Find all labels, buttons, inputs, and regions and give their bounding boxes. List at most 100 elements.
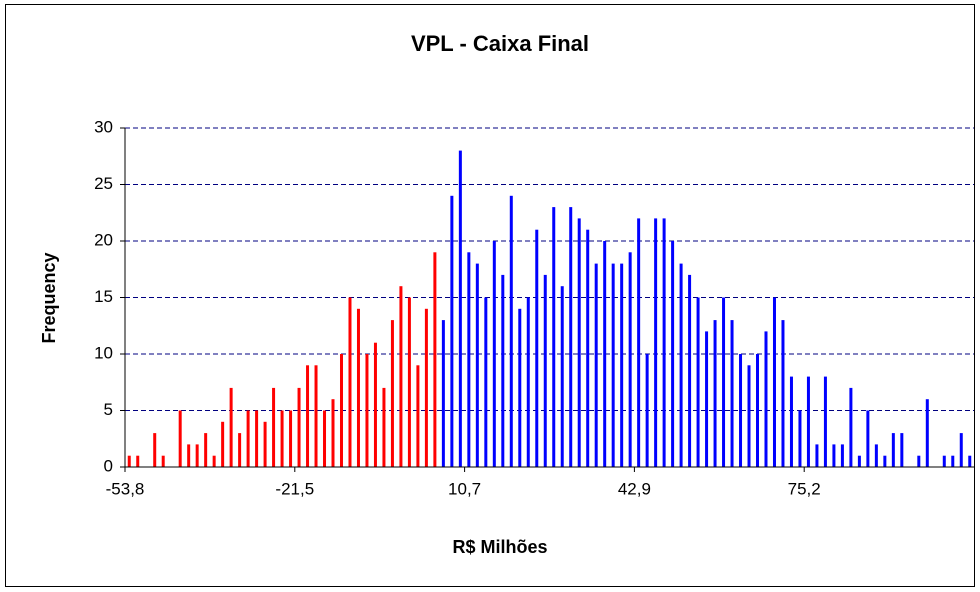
bar <box>662 218 666 467</box>
bar <box>594 263 598 467</box>
bar <box>373 342 377 467</box>
x-tick-label: 42,9 <box>618 479 651 498</box>
bar <box>212 455 216 467</box>
bar <box>968 455 972 467</box>
bar <box>925 399 929 467</box>
y-tick-label: 10 <box>94 343 113 362</box>
bar <box>204 433 208 467</box>
bar <box>764 331 768 467</box>
bar <box>356 308 360 467</box>
bar <box>475 263 479 467</box>
bar <box>416 365 420 467</box>
bar <box>306 365 310 467</box>
bar <box>654 218 658 467</box>
x-tick-label: -21,5 <box>275 479 314 498</box>
bar <box>450 195 454 468</box>
x-tick-label: -53,8 <box>106 479 145 498</box>
bar <box>798 410 802 467</box>
y-tick-label: 30 <box>94 117 113 136</box>
bar <box>195 444 199 467</box>
bar <box>747 365 751 467</box>
y-tick-label: 25 <box>94 174 113 193</box>
bar <box>382 387 386 467</box>
bar <box>611 263 615 467</box>
bar <box>407 297 411 467</box>
bar <box>535 229 539 467</box>
x-tick-label: 75,2 <box>788 479 821 498</box>
bar <box>849 387 853 467</box>
bar <box>238 433 242 467</box>
bar <box>713 320 717 467</box>
bar <box>399 286 403 467</box>
bar <box>255 410 259 467</box>
bar <box>348 297 352 467</box>
bar <box>492 241 496 467</box>
bar <box>424 308 428 467</box>
bar <box>823 376 827 467</box>
bar <box>620 263 624 467</box>
bar <box>433 252 437 467</box>
bar <box>739 354 743 467</box>
bar <box>331 399 335 467</box>
bar <box>951 455 955 467</box>
bar <box>458 150 462 467</box>
bar <box>832 444 836 467</box>
bar <box>671 241 675 467</box>
bar <box>323 410 327 467</box>
bar <box>891 433 895 467</box>
bar <box>339 354 343 467</box>
bar <box>263 421 267 467</box>
bar <box>866 410 870 467</box>
bar <box>314 365 318 467</box>
bar <box>679 263 683 467</box>
bar <box>645 354 649 467</box>
bar <box>840 444 844 467</box>
bar <box>467 252 471 467</box>
x-axis-label: R$ Milhões <box>452 537 547 557</box>
chart-border <box>5 4 975 587</box>
bar <box>696 297 700 467</box>
y-axis-label: Frequency <box>39 252 59 343</box>
bar <box>153 433 157 467</box>
bar <box>637 218 641 467</box>
bar <box>730 320 734 467</box>
bar <box>178 410 182 467</box>
bar <box>603 241 607 467</box>
bar <box>569 207 573 467</box>
bar <box>161 455 165 467</box>
bar <box>560 286 564 467</box>
bar <box>390 320 394 467</box>
bar <box>586 229 590 467</box>
bar <box>857 455 861 467</box>
bar <box>772 297 776 467</box>
x-tick-label: 10,7 <box>448 479 481 498</box>
bar <box>127 455 131 467</box>
bar <box>136 455 140 467</box>
bar <box>365 354 369 467</box>
bar <box>272 387 276 467</box>
bar <box>883 455 887 467</box>
bar <box>722 297 726 467</box>
y-tick-label: 20 <box>94 230 113 249</box>
bar <box>543 274 547 467</box>
bar <box>552 207 556 467</box>
bar <box>815 444 819 467</box>
bar <box>526 297 530 467</box>
y-tick-label: 15 <box>94 287 113 306</box>
bar <box>484 297 488 467</box>
bar <box>874 444 878 467</box>
bar <box>518 308 522 467</box>
bar <box>628 252 632 467</box>
bar <box>756 354 760 467</box>
y-tick-label: 0 <box>104 456 113 475</box>
bar <box>917 455 921 467</box>
bar <box>688 274 692 467</box>
bar <box>297 387 301 467</box>
bar <box>959 433 963 467</box>
bar <box>781 320 785 467</box>
bar <box>441 320 445 467</box>
bar <box>246 410 250 467</box>
bar <box>221 421 225 467</box>
bar <box>501 274 505 467</box>
